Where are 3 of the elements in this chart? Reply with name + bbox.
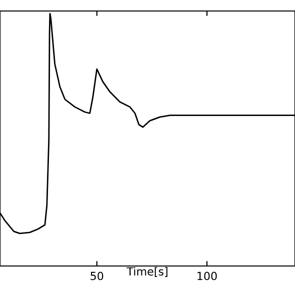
x-tick-label: 50	[90, 272, 104, 280]
x-axis-title: Time[s]	[126, 267, 168, 277]
x-tick-label: 100	[198, 272, 217, 280]
